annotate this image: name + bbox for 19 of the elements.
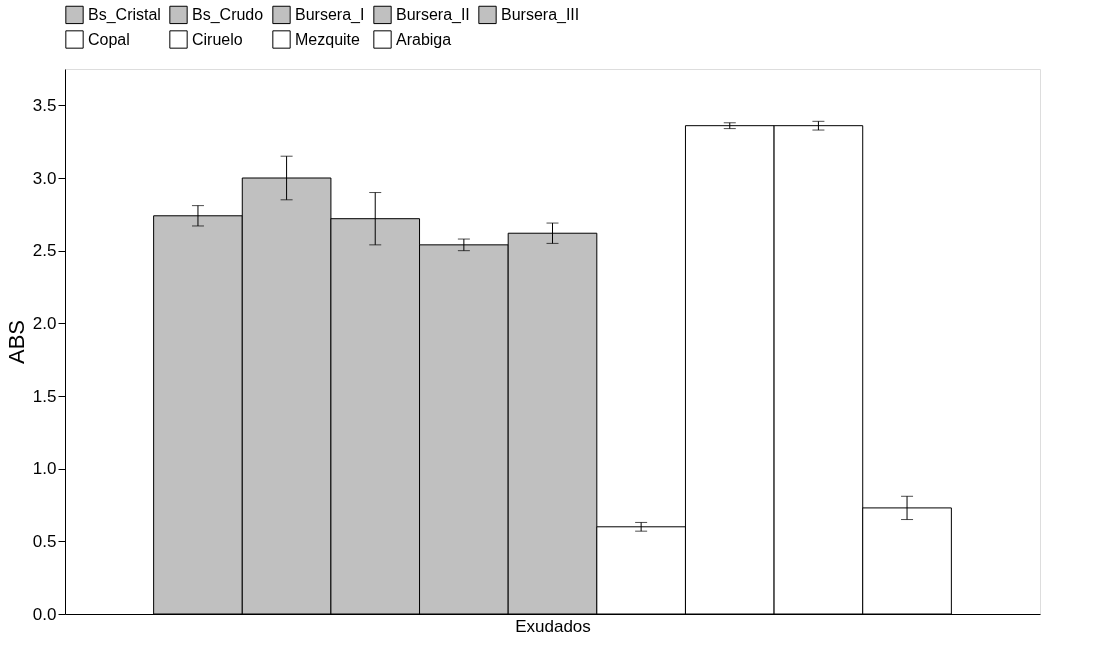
legend-label: Arabiga [396,30,452,48]
y-tick-label: 0.0 [32,604,57,624]
y-tick-label: 2.5 [32,241,57,261]
legend-label: Bursera_III [501,5,580,24]
legend-label: Bursera_II [396,5,470,24]
legend-label: Bs_Cristal [88,5,161,24]
legend-label: Ciruelo [192,30,243,48]
y-tick-label: 1.5 [32,386,57,406]
legend-label: Bs_Crudo [192,5,264,24]
y-tick-label: 3.0 [32,168,57,188]
y-tick-label: 3.5 [32,95,57,115]
legend-label: Copal [88,30,130,48]
y-tick-label: 1.0 [32,459,57,479]
y-tick-label: 0.5 [32,531,57,551]
y-tick-label: 2.0 [32,313,57,333]
x-axis-title: Exudados [515,616,591,636]
legend-label: Bursera_I [295,5,365,24]
y-axis-title: ABS [3,319,29,365]
legend-label: Mezquite [295,30,361,48]
